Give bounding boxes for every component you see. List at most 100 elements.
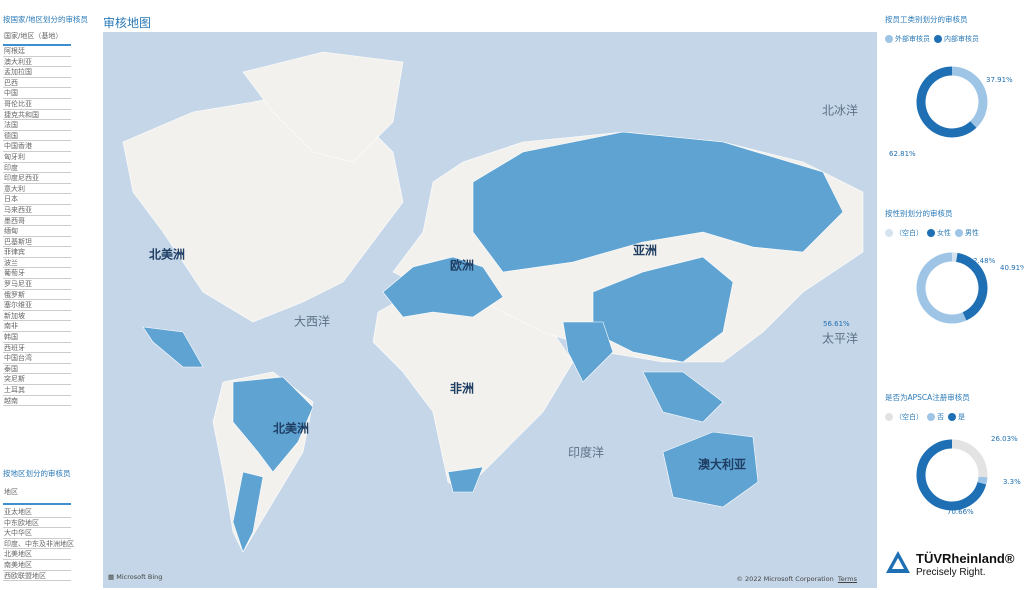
list-item[interactable]: 澳大利亚 <box>3 57 71 68</box>
label-arctic-ocean: 北冰洋 <box>821 103 859 118</box>
map-copyright: © 2022 Microsoft Corporation Terms <box>736 575 857 583</box>
list-item[interactable]: 中国台湾 <box>3 353 71 364</box>
region-list-header[interactable]: 地区 <box>3 483 71 505</box>
list-item[interactable]: 匈牙利 <box>3 152 71 163</box>
slice-label: 70.66% <box>947 508 974 516</box>
list-item[interactable]: 印度 <box>3 163 71 174</box>
bing-logo: ▦ Microsoft Bing <box>108 573 163 581</box>
list-item[interactable]: 中东欧地区 <box>3 518 71 529</box>
label-africa: 非洲 <box>449 381 475 396</box>
region-panel-title: 按地区划分的审核员 <box>3 469 71 478</box>
list-item[interactable]: 菲律宾 <box>3 247 71 258</box>
terms-link[interactable]: Terms <box>837 575 857 583</box>
world-map[interactable]: 北冰洋 北美洲 欧洲 亚洲 大西洋 太平洋 非洲 北美洲 印度洋 澳大利亚 ▦ … <box>103 32 877 588</box>
list-item[interactable]: 新加坡 <box>3 311 71 322</box>
country-panel-title: 按国家/地区划分的审核员 <box>3 15 89 24</box>
legend-dot-icon <box>948 413 956 421</box>
map-title: 审核地图 <box>103 16 152 30</box>
donut-chart-3: 是否为APSCA注册审核员 （空白） 否是 26.03% 3.3% 70.66% <box>885 392 1024 516</box>
donut-slice[interactable] <box>916 439 987 511</box>
chart-title: 按性别划分的审核员 <box>885 209 953 218</box>
country-filter-panel: 按国家/地区划分的审核员 国家/地区（基地） 阿根廷 澳大利亚 孟加拉国 巴西 中国 哥伦… <box>3 14 89 407</box>
label-indian-ocean: 印度洋 <box>567 445 605 460</box>
argentina-region <box>232 471 264 553</box>
mexico-region <box>142 326 204 368</box>
list-item[interactable]: 缅甸 <box>3 226 71 237</box>
list-item[interactable]: 西欧联盟地区 <box>3 571 71 582</box>
list-item[interactable]: 波兰 <box>3 258 71 269</box>
list-item[interactable]: 印度、中东及非洲地区 <box>3 539 74 550</box>
chart-legend: 外部审核员 内部审核员 <box>885 34 1024 44</box>
legend-dot-icon <box>885 229 893 237</box>
list-item[interactable]: 巴西 <box>3 78 71 89</box>
list-item[interactable]: 大中华区 <box>3 528 71 539</box>
legend-dot-icon <box>927 413 935 421</box>
legend-dot-icon <box>934 35 942 43</box>
label-asia: 亚洲 <box>632 243 658 258</box>
tuv-triangle-icon <box>886 551 910 573</box>
legend-item[interactable]: 女性 <box>927 228 951 238</box>
legend-dot-icon <box>927 229 935 237</box>
label-atlantic-ocean: 大西洋 <box>293 314 331 329</box>
slice-label: 26.03% <box>991 435 1018 443</box>
list-item[interactable]: 突尼斯 <box>3 374 71 385</box>
list-item[interactable]: 中国 <box>3 88 71 99</box>
list-item[interactable]: 北美地区 <box>3 549 71 560</box>
slice-label: 37.91% <box>986 76 1013 84</box>
legend-item[interactable]: （空白） <box>885 412 923 422</box>
list-item[interactable]: 南非 <box>3 321 71 333</box>
donut-slice[interactable] <box>916 252 967 324</box>
slice-label: 3.3% <box>1003 478 1021 486</box>
donut-slice[interactable] <box>916 66 977 138</box>
chart-legend: （空白） 女性 男性 <box>885 228 1024 238</box>
legend-item[interactable]: 外部审核员 <box>885 34 930 44</box>
legend-item[interactable]: （空白） <box>885 228 923 238</box>
list-item[interactable]: 日本 <box>3 194 71 205</box>
label-north-america: 北美洲 <box>148 247 186 262</box>
legend-item[interactable]: 内部审核员 <box>934 34 979 44</box>
list-item[interactable]: 越南 <box>3 396 71 407</box>
list-item[interactable]: 捷克共和国 <box>3 110 71 121</box>
list-item[interactable]: 法国 <box>3 120 71 131</box>
legend-item[interactable]: 男性 <box>955 228 979 238</box>
donut-slice[interactable] <box>951 66 988 128</box>
europe-region <box>382 256 504 318</box>
list-item[interactable]: 塞尔维亚 <box>3 300 71 311</box>
list-item[interactable]: 马来西亚 <box>3 205 71 216</box>
list-item[interactable]: 印度尼西亚 <box>3 173 71 184</box>
brazil-region <box>232 376 314 473</box>
list-item[interactable]: 德国 <box>3 131 71 142</box>
list-item[interactable]: 俄罗斯 <box>3 290 71 301</box>
australia-region <box>662 431 759 508</box>
southeast-asia-region <box>642 371 724 423</box>
list-item[interactable]: 巴基斯坦 <box>3 237 71 248</box>
list-item[interactable]: 葡萄牙 <box>3 268 71 280</box>
label-pacific-ocean: 太平洋 <box>821 331 859 346</box>
list-item[interactable]: 阿根廷 <box>3 46 71 57</box>
list-item[interactable]: 孟加拉国 <box>3 67 71 78</box>
list-item[interactable]: 墨西哥 <box>3 216 71 227</box>
list-item[interactable]: 意大利 <box>3 184 71 195</box>
country-list-header[interactable]: 国家/地区（基地） <box>3 27 71 46</box>
list-item[interactable]: 南美地区 <box>3 560 71 571</box>
slice-label: 56.61% <box>823 320 850 328</box>
donut-slice[interactable] <box>977 476 988 485</box>
list-item[interactable]: 西班牙 <box>3 343 71 354</box>
list-item[interactable]: 中国香港 <box>3 141 71 152</box>
list-item[interactable]: 哥伦比亚 <box>3 99 71 110</box>
legend-dot-icon <box>955 229 963 237</box>
donut-slice[interactable] <box>955 252 988 321</box>
list-item[interactable]: 泰国 <box>3 364 71 375</box>
label-europe: 欧洲 <box>449 258 475 273</box>
greenland-land <box>242 51 404 163</box>
list-item[interactable]: 亚太地区 <box>3 507 71 518</box>
list-item[interactable]: 罗马尼亚 <box>3 279 71 290</box>
region-filter-panel: 按地区划分的审核员 地区 亚太地区 中东欧地区 大中华区 印度、中东及非洲地区 北美地区… <box>3 468 74 582</box>
legend-item[interactable]: 是 <box>948 412 965 422</box>
south-africa-region <box>447 466 484 493</box>
donut-slice[interactable] <box>951 439 988 478</box>
legend-item[interactable]: 否 <box>927 412 944 422</box>
list-item[interactable]: 韩国 <box>3 332 71 343</box>
list-item[interactable]: 土耳其 <box>3 385 71 396</box>
